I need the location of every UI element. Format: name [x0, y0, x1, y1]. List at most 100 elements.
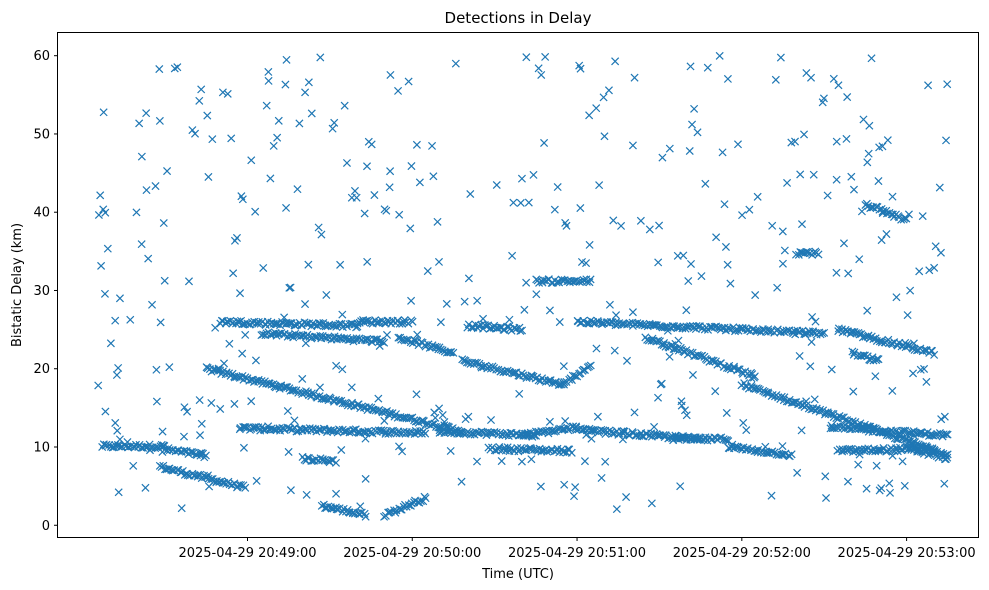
- data-point: [264, 422, 273, 431]
- data-point: [630, 408, 639, 417]
- data-point: [582, 319, 591, 328]
- data-point: [871, 334, 880, 343]
- data-point: [673, 251, 682, 260]
- data-point: [688, 120, 697, 129]
- data-point: [126, 315, 135, 324]
- data-point: [751, 291, 760, 300]
- data-point: [738, 211, 747, 220]
- data-point: [345, 428, 354, 437]
- data-point: [518, 326, 527, 335]
- data-point: [903, 311, 912, 320]
- data-point: [406, 224, 415, 233]
- data-point: [317, 230, 326, 239]
- data-point: [692, 322, 701, 331]
- data-point: [319, 394, 328, 404]
- data-point: [247, 397, 256, 406]
- data-point: [553, 182, 562, 192]
- data-point: [540, 138, 549, 147]
- plot-frame: [57, 32, 979, 538]
- data-point: [915, 267, 924, 276]
- data-point: [768, 221, 777, 230]
- data-point: [372, 318, 381, 327]
- data-point: [857, 207, 866, 216]
- data-point: [697, 272, 706, 281]
- data-point: [545, 306, 554, 315]
- data-point: [239, 443, 248, 452]
- data-point: [252, 476, 261, 485]
- data-point: [99, 108, 108, 117]
- data-point: [167, 465, 176, 475]
- data-point: [472, 457, 482, 466]
- data-point: [260, 377, 269, 386]
- y-tick-label: 60: [33, 49, 50, 64]
- data-point: [871, 372, 880, 381]
- data-point: [106, 442, 115, 451]
- data-point: [793, 468, 802, 477]
- data-point: [241, 423, 250, 432]
- data-point: [321, 503, 330, 512]
- data-point: [230, 236, 239, 245]
- data-point: [301, 425, 310, 434]
- data-point: [725, 324, 734, 334]
- data-point: [778, 442, 787, 451]
- data-point: [577, 257, 586, 267]
- data-point: [170, 64, 179, 73]
- data-point: [849, 185, 858, 194]
- data-point: [715, 51, 724, 60]
- data-point: [925, 266, 934, 275]
- data-point: [281, 80, 290, 89]
- data-point: [935, 183, 944, 192]
- data-point: [101, 407, 110, 416]
- data-point: [486, 415, 496, 425]
- data-point: [254, 319, 263, 328]
- data-point: [238, 349, 247, 358]
- data-point: [863, 306, 872, 315]
- data-point: [637, 432, 647, 441]
- data-point: [348, 426, 357, 435]
- data-point: [517, 457, 526, 466]
- data-point: [415, 178, 424, 187]
- data-point: [938, 432, 947, 441]
- data-point: [832, 137, 841, 146]
- data-point: [421, 494, 430, 503]
- data-point: [236, 481, 246, 490]
- data-point: [386, 70, 395, 80]
- data-point: [522, 53, 531, 62]
- data-point: [184, 277, 194, 286]
- data-point: [173, 63, 182, 72]
- data-point: [688, 370, 697, 379]
- data-point: [789, 398, 798, 407]
- data-point: [151, 182, 160, 191]
- data-point: [920, 364, 929, 373]
- data-point: [96, 191, 105, 200]
- data-point: [273, 133, 282, 142]
- y-axis-ticks: 0 10 20 30 40 50 60: [33, 49, 58, 534]
- data-point: [363, 334, 372, 343]
- data-point: [855, 450, 864, 459]
- data-point: [362, 162, 372, 171]
- data-point: [636, 216, 645, 225]
- data-point: [876, 428, 885, 437]
- y-axis-label: Bistatic Delay (km): [10, 223, 25, 347]
- data-point: [336, 260, 345, 269]
- data-point: [722, 408, 731, 417]
- data-point: [451, 59, 460, 68]
- data-point: [384, 508, 393, 517]
- data-point: [152, 397, 161, 406]
- data-point: [622, 493, 631, 502]
- chart-title: Detections in Delay: [445, 9, 592, 27]
- data-point: [663, 323, 672, 332]
- data-point: [280, 313, 289, 322]
- data-point: [735, 323, 744, 332]
- data-point: [703, 63, 712, 72]
- data-point: [183, 407, 192, 416]
- data-point: [909, 339, 918, 348]
- x-tick-label: 2025-04-29 20:49:00: [178, 546, 316, 561]
- data-point: [386, 167, 395, 176]
- data-point: [587, 427, 596, 436]
- data-point: [406, 414, 415, 423]
- data-point: [342, 158, 351, 168]
- data-point: [865, 121, 874, 130]
- data-point: [361, 434, 370, 443]
- data-point: [560, 378, 569, 387]
